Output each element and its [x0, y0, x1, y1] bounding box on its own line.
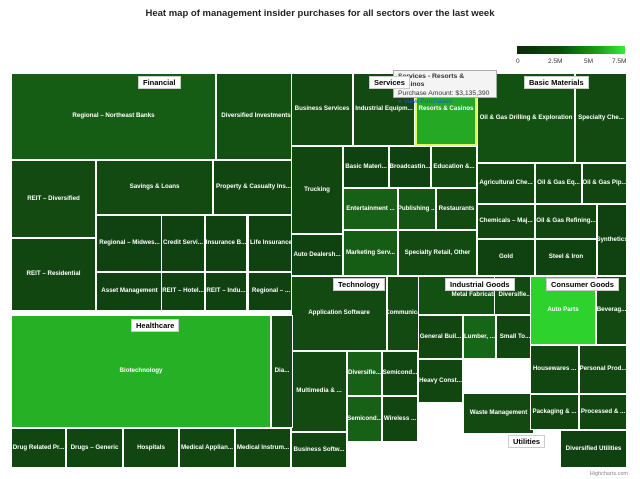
sector-label: Services [369, 76, 410, 89]
treemap-cell[interactable]: Lumber, ... [463, 315, 496, 359]
sector-label: Utilities [508, 435, 546, 448]
treemap-cell[interactable]: Business Softw... [291, 432, 347, 468]
treemap-cell[interactable]: REIT – Residential [11, 238, 96, 311]
treemap-cell[interactable]: Business Services [291, 73, 353, 146]
treemap-cell[interactable]: Agricultural Che... [477, 163, 535, 204]
treemap-cell[interactable]: Drugs – Generic [66, 428, 123, 468]
treemap-cell[interactable]: REIT – Diversified [11, 160, 96, 238]
treemap-cell[interactable]: Hospitals [123, 428, 179, 468]
treemap-cell[interactable]: Property & Casualty Ins... [213, 160, 294, 215]
treemap-cell[interactable]: Housewares ... [530, 345, 579, 394]
treemap-cell[interactable]: Synthetics [597, 204, 627, 276]
tooltip-view-purchases-link[interactable]: » View Purchases [398, 98, 453, 106]
chart-title: Heat map of management insider purchases… [145, 8, 495, 19]
treemap: Regional – Northeast Banks Diversified In… [11, 73, 627, 468]
sector-label: Basic Materials [524, 76, 589, 89]
treemap-cell[interactable]: Semicond... [382, 351, 418, 396]
treemap-cell[interactable]: Regional – Midwes... [96, 215, 163, 272]
legend-tick: 7.5M [612, 58, 627, 65]
treemap-cell[interactable]: Steel & Iron [535, 239, 597, 276]
treemap-cell[interactable]: Application Software [291, 276, 387, 351]
treemap-cell[interactable]: REIT – Indu... [205, 272, 247, 311]
treemap-cell[interactable]: Specialty Che... [575, 73, 627, 163]
treemap-cell[interactable]: Personal Prod... [579, 345, 627, 394]
sector-label: Financial [138, 76, 181, 89]
treemap-cell[interactable]: REIT – Hotel... [161, 272, 205, 311]
treemap-cell[interactable]: Asset Management [96, 272, 163, 311]
treemap-cell[interactable]: Waste Management [463, 393, 534, 434]
treemap-cell[interactable]: Education &... [431, 146, 477, 188]
treemap-cell[interactable]: Basic Materi... [343, 146, 389, 188]
treemap-cell[interactable]: Publishing ... [398, 188, 436, 230]
treemap-cell[interactable]: Medical Applian... [179, 428, 235, 468]
treemap-cell[interactable]: Auto Dealersh... [291, 234, 343, 276]
treemap-cell[interactable]: Dia... [271, 315, 293, 428]
treemap-cell[interactable]: Diversified Investments [216, 73, 296, 160]
treemap-cell[interactable]: Oil & Gas Pip... [582, 163, 627, 204]
treemap-cell[interactable]: Credit Servi... [161, 215, 205, 272]
treemap-cell[interactable]: Regional – ... [248, 272, 294, 311]
treemap-cell[interactable]: Specialty Retail, Other [398, 230, 477, 276]
treemap-cell[interactable]: Packaging & ... [530, 394, 579, 430]
treemap-cell[interactable]: Entertainment ... [343, 188, 398, 230]
treemap-cell[interactable]: Drug Related Pr... [11, 428, 66, 468]
treemap-cell[interactable]: Marketing Serv... [343, 230, 398, 276]
tooltip-amount: Purchase Amount: $3,135,390 [398, 89, 490, 97]
treemap-cell[interactable]: Chemicals – Maj... [477, 204, 535, 239]
treemap-cell[interactable]: Multimedia & ... [291, 351, 347, 432]
treemap-cell[interactable]: Broadcastin... [389, 146, 431, 188]
treemap-cell[interactable]: Heavy Const... [418, 359, 463, 403]
treemap-cell[interactable]: Wireless ... [382, 396, 418, 442]
treemap-cell[interactable]: Oil & Gas Refining... [535, 204, 597, 239]
treemap-cell[interactable]: Regional – Northeast Banks [11, 73, 216, 160]
color-legend-bar [517, 46, 625, 54]
treemap-cell[interactable]: Diversifie... [347, 351, 382, 396]
treemap-cell[interactable]: Trucking [291, 146, 343, 234]
legend-tick: 2.5M [548, 58, 563, 65]
treemap-cell[interactable]: Savings & Loans [96, 160, 213, 215]
treemap-cell[interactable]: Restaurants [436, 188, 477, 230]
legend-tick: 5M [584, 58, 594, 65]
sector-label: Industrial Goods [445, 278, 515, 291]
treemap-cell[interactable]: Medical Instrum... [235, 428, 291, 468]
treemap-cell[interactable]: General Buil... [418, 315, 463, 359]
sector-label: Healthcare [131, 319, 180, 332]
treemap-cell[interactable]: Processed & ... [579, 394, 627, 430]
treemap-cell[interactable]: Life Insurance [248, 215, 294, 272]
treemap-cell[interactable]: Insurance B... [205, 215, 247, 272]
sector-label: Technology [333, 278, 385, 291]
treemap-cell[interactable]: Gold [477, 239, 535, 276]
tooltip-heading: Services - Resorts & Casinos [398, 73, 465, 89]
legend-tick: 0 [516, 58, 520, 65]
treemap-cell[interactable]: Diversified Utilities [560, 430, 627, 468]
treemap-cell[interactable]: Oil & Gas Eq... [535, 163, 582, 204]
treemap-cell[interactable]: Small To... [496, 315, 534, 359]
chart-credit: Highcharts.com [589, 471, 628, 477]
sector-label: Consumer Goods [546, 278, 619, 291]
treemap-cell[interactable]: Biotechnology [11, 315, 271, 428]
tooltip: Services - Resorts & Casinos Purchase Am… [393, 70, 497, 105]
treemap-cell[interactable]: Semicond... [347, 396, 382, 442]
